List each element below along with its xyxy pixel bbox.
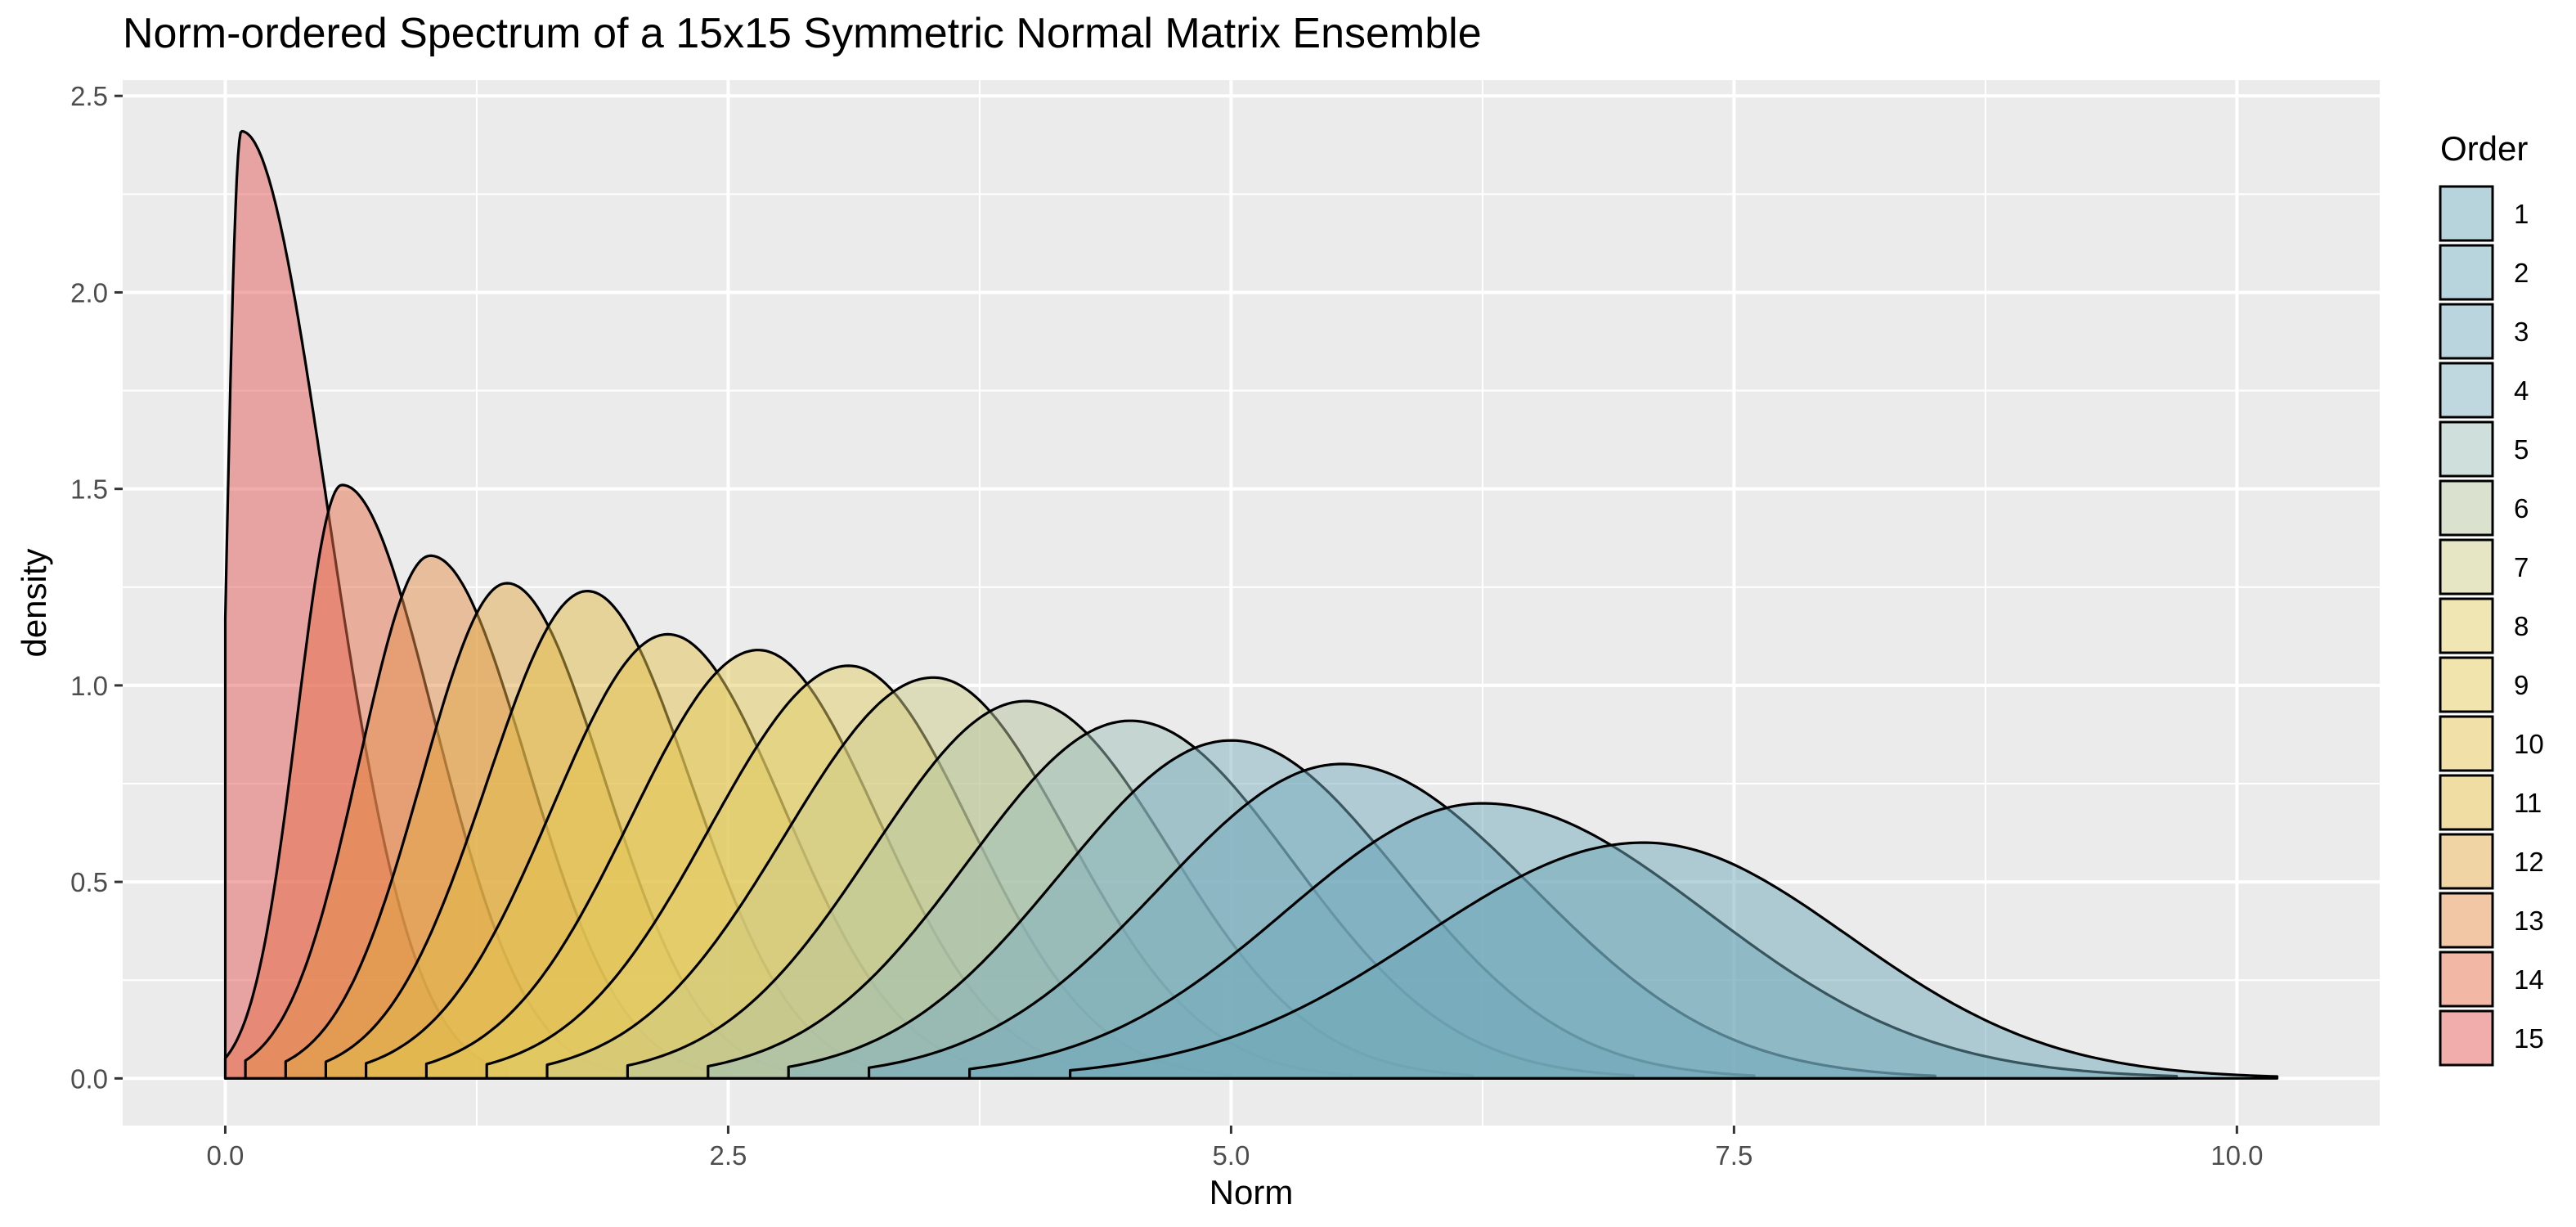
y-tick-label: 2.5 <box>70 81 108 111</box>
legend-swatch-order-13 <box>2439 892 2494 949</box>
legend-label-order-6: 6 <box>2514 493 2529 524</box>
x-tick-label: 0.0 <box>207 1140 245 1171</box>
legend-swatch-order-7 <box>2439 538 2494 596</box>
legend-label-order-10: 10 <box>2514 729 2544 759</box>
y-tick-label: 2.0 <box>70 277 108 308</box>
y-tick-label: 1.5 <box>70 474 108 505</box>
legend-swatch-order-8 <box>2439 597 2494 654</box>
legend-label-order-12: 12 <box>2514 847 2544 877</box>
legend-swatch-order-10 <box>2439 715 2494 772</box>
legend-label-order-5: 5 <box>2514 434 2529 465</box>
chart-title: Norm-ordered Spectrum of a 15x15 Symmetr… <box>123 10 1482 57</box>
x-axis-title: Norm <box>1209 1173 1294 1211</box>
axis-ticks: 0.0 2.5 5.0 7.5 10.0 0.0 0.5 1.0 1.5 2.0 2.5 <box>70 81 2263 1171</box>
legend-label-order-13: 13 <box>2514 906 2544 936</box>
y-tick-label: 1.0 <box>70 671 108 701</box>
legend-swatch-order-15 <box>2439 1009 2494 1067</box>
x-tick-label: 2.5 <box>709 1140 747 1171</box>
legend-label-order-2: 2 <box>2514 258 2529 288</box>
density-curves <box>223 129 2279 1080</box>
legend-label-order-15: 15 <box>2514 1023 2544 1054</box>
legend-swatch-order-5 <box>2439 420 2494 478</box>
legend-swatch-order-11 <box>2439 774 2494 831</box>
x-tick-label: 5.0 <box>1212 1140 1250 1171</box>
y-tick-label: 0.0 <box>70 1063 108 1094</box>
legend-swatch-order-14 <box>2439 951 2494 1008</box>
legend-title: Order <box>2440 129 2528 168</box>
legend-label-order-3: 3 <box>2514 317 2529 347</box>
legend-label-order-11: 11 <box>2514 788 2542 818</box>
x-tick-label: 10.0 <box>2210 1140 2263 1171</box>
legend-label-order-4: 4 <box>2514 375 2529 406</box>
density-curve-order-1 <box>1069 841 2279 1080</box>
y-axis-title: density <box>15 548 53 657</box>
legend-label-order-1: 1 <box>2514 199 2529 229</box>
legend-label-order-14: 14 <box>2514 964 2544 995</box>
legend-swatch-order-9 <box>2439 656 2494 713</box>
legend-swatch-order-4 <box>2439 362 2494 419</box>
legend-label-order-9: 9 <box>2514 670 2529 700</box>
legend-swatch-order-1 <box>2439 185 2494 242</box>
legend-label-order-7: 7 <box>2514 552 2529 582</box>
legend-swatch-order-3 <box>2439 303 2494 360</box>
legend-label-order-8: 8 <box>2514 611 2529 641</box>
legend-swatch-order-6 <box>2439 479 2494 537</box>
y-tick-label: 0.5 <box>70 867 108 897</box>
legend-swatch-order-12 <box>2439 833 2494 890</box>
x-tick-label: 7.5 <box>1715 1140 1752 1171</box>
legend-swatch-order-2 <box>2439 244 2494 301</box>
